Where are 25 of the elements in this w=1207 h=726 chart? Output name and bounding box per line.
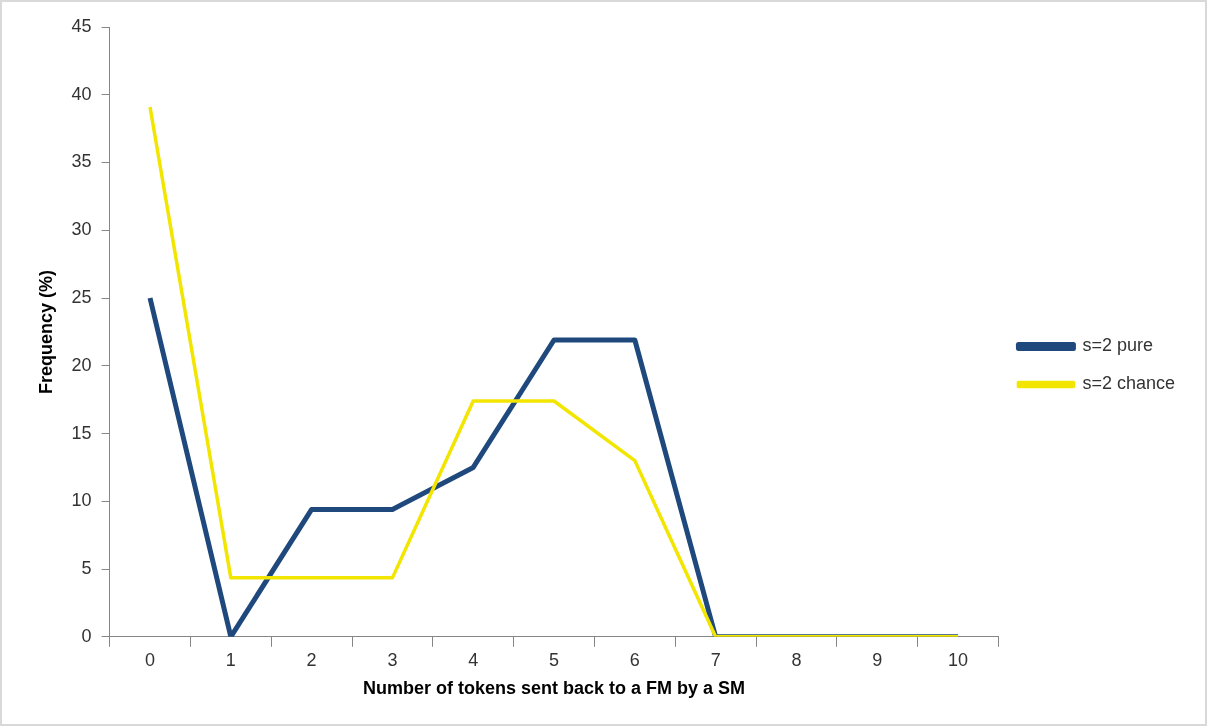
x-tick-label: 3 <box>387 649 398 670</box>
y-tick-label: 15 <box>71 422 92 443</box>
x-tick-label: 5 <box>549 649 560 670</box>
y-tick-label: 45 <box>71 15 92 36</box>
y-tick-label: 40 <box>71 83 92 104</box>
x-tick-label: 4 <box>468 649 479 670</box>
y-tick-label: 5 <box>81 558 92 579</box>
x-tick-label: 9 <box>872 649 883 670</box>
y-tick-label: 10 <box>71 490 92 511</box>
x-tick-label: 2 <box>306 649 317 670</box>
x-tick-label: 8 <box>791 649 802 670</box>
x-tick-label: 6 <box>629 649 640 670</box>
x-tick-label: 0 <box>145 649 156 670</box>
y-tick-label: 30 <box>71 219 92 240</box>
legend-label: s=2 pure <box>1082 335 1153 356</box>
y-tick-label: 0 <box>81 625 92 646</box>
y-tick-label: 20 <box>71 354 92 375</box>
y-tick-label: 25 <box>71 286 92 307</box>
legend-label: s=2 chance <box>1082 373 1176 394</box>
x-tick-label: 1 <box>225 649 236 670</box>
x-tick-label: 7 <box>710 649 721 670</box>
y-axis-title: Frequency (%) <box>35 269 56 394</box>
x-tick-label: 10 <box>948 649 969 670</box>
y-tick-label: 35 <box>71 151 92 172</box>
x-axis-title: Number of tokens sent back to a FM by a SM <box>362 678 746 699</box>
